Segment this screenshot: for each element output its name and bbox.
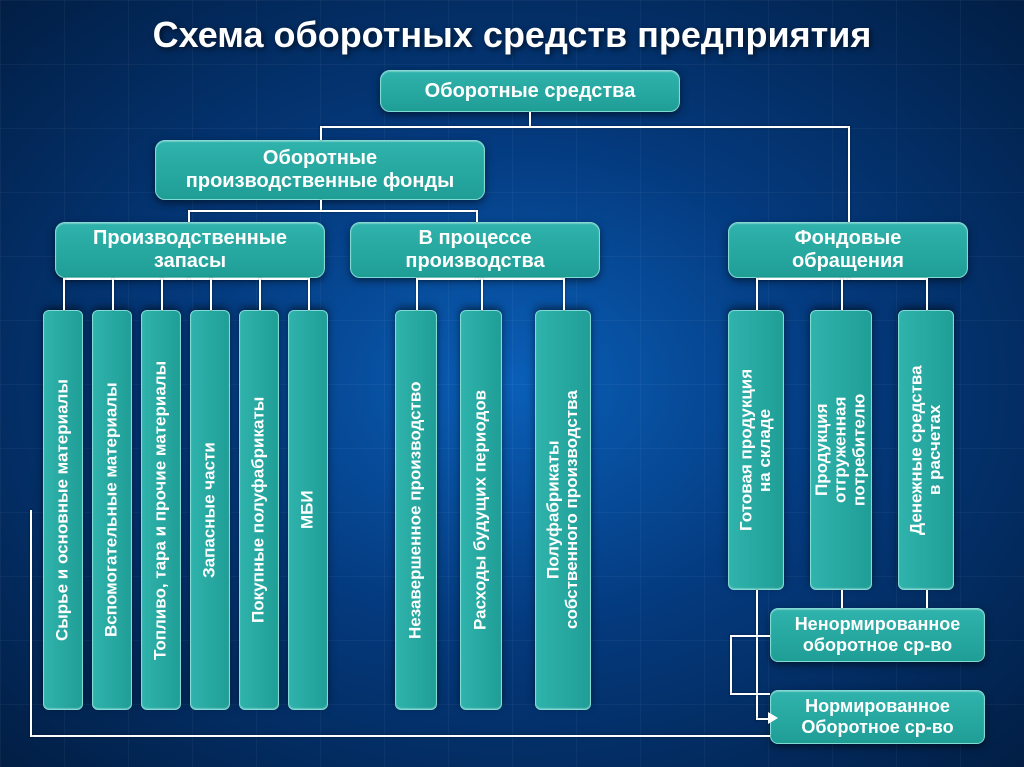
node-norm: Нормированное Оборотное ср-во (770, 690, 985, 744)
conn (848, 126, 850, 222)
leaf-pz-3: Запасные части (190, 310, 230, 710)
conn (848, 278, 850, 280)
conn (320, 126, 322, 140)
conn (926, 590, 928, 608)
conn (188, 210, 478, 212)
leaf-fobr-0: Готовая продукция на складе (728, 310, 784, 590)
leaf-vpp-0: Незавершенное производство (395, 310, 437, 710)
leaf-vpp-2: Полуфабрикаты собственного производства (535, 310, 591, 710)
conn (259, 278, 261, 310)
conn (112, 278, 114, 310)
conn (756, 278, 758, 310)
conn (416, 278, 418, 310)
conn (476, 278, 478, 280)
conn (188, 210, 190, 222)
node-pz: Производственные запасы (55, 222, 325, 278)
conn (756, 590, 758, 720)
page-title: Схема оборотных средств предприятия (0, 14, 1024, 56)
conn (563, 278, 565, 310)
conn (730, 635, 770, 637)
conn (841, 590, 843, 608)
leaf-pz-4: Покупные полуфабрикаты (239, 310, 279, 710)
conn (30, 735, 770, 737)
leaf-pz-5: МБИ (288, 310, 328, 710)
arrow-icon (768, 712, 778, 724)
conn (161, 278, 163, 310)
node-root: Оборотные средства (380, 70, 680, 112)
conn (210, 278, 212, 310)
leaf-pz-2: Топливо, тара и прочие материалы (141, 310, 181, 710)
conn (30, 510, 32, 737)
leaf-vpp-1: Расходы будущих периодов (460, 310, 502, 710)
conn (476, 210, 478, 222)
conn (320, 126, 850, 128)
conn (308, 278, 310, 310)
conn (416, 278, 564, 280)
conn (841, 278, 843, 310)
leaf-pz-1: Вспомогательные материалы (92, 310, 132, 710)
node-fobr: Фондовые обращения (728, 222, 968, 278)
conn (730, 635, 732, 695)
node-vpp: В процессе производства (350, 222, 600, 278)
conn (926, 278, 928, 310)
node-nenorm: Ненормированное оборотное ср-во (770, 608, 985, 662)
conn (63, 278, 65, 310)
conn (481, 278, 483, 310)
conn (730, 693, 770, 695)
node-opf: Оборотные производственные фонды (155, 140, 485, 200)
conn (188, 278, 190, 280)
leaf-fobr-2: Денежные средства в расчетах (898, 310, 954, 590)
conn (63, 278, 308, 280)
conn (529, 112, 531, 126)
leaf-pz-0: Сырье и основные материалы (43, 310, 83, 710)
leaf-fobr-1: Продукция отгруженная потребителю (810, 310, 872, 590)
